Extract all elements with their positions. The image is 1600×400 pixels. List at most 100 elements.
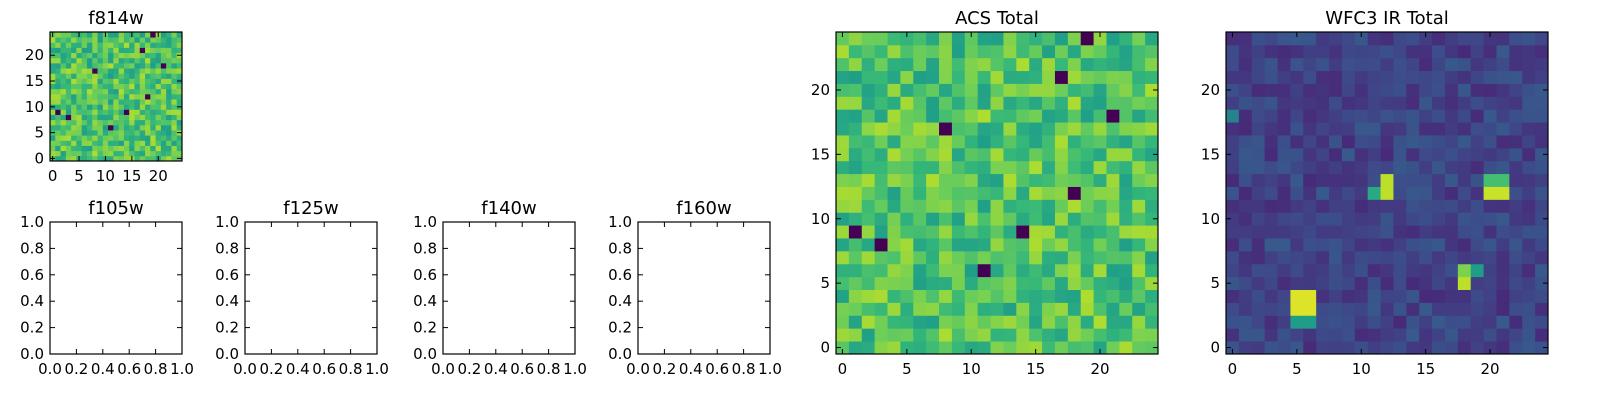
heatmap-cell [60, 119, 67, 126]
heatmap-cell [1509, 173, 1523, 187]
heatmap-cell [1483, 186, 1497, 200]
heatmap-cell [76, 73, 83, 79]
heatmap-cell [1432, 96, 1446, 110]
heatmap-cell [1145, 109, 1159, 123]
heatmap-cell [951, 289, 966, 303]
heatmap-cell [1496, 238, 1510, 252]
heatmap-cell [1457, 302, 1472, 316]
heatmap-cell [1132, 263, 1146, 278]
heatmap-cell [123, 62, 130, 69]
heatmap-cell [1316, 57, 1330, 72]
heatmap-cell [92, 130, 98, 136]
heatmap-cell [1251, 44, 1266, 59]
heatmap-cell [166, 119, 172, 126]
heatmap-cells [836, 32, 1159, 355]
heatmap-cell [55, 155, 61, 162]
y-tick-label: 5 [34, 124, 44, 142]
heatmap-cell [848, 199, 863, 213]
heatmap-cell [1341, 160, 1356, 175]
heatmap-cell [1054, 109, 1069, 123]
heatmap-cell [1093, 328, 1107, 342]
heatmap-cell [1367, 212, 1381, 226]
heatmap-cell [108, 145, 114, 152]
x-tick-label: 0.4 [286, 360, 310, 378]
heatmap-cell [1119, 44, 1133, 59]
heatmap-cell [60, 93, 67, 100]
heatmap-cell [129, 57, 135, 64]
heatmap-cell [1054, 160, 1069, 175]
heatmap-cell [1119, 173, 1133, 187]
heatmap-cell [1264, 44, 1278, 59]
heatmap-cell [951, 238, 966, 252]
heatmap-cell [1535, 57, 1549, 72]
heatmap-cell [166, 83, 172, 90]
heatmap-cell [1457, 341, 1472, 355]
heatmap-cell [145, 114, 151, 121]
heatmap-cell [964, 199, 979, 213]
heatmap-cell [71, 109, 77, 115]
heatmap-cell [1432, 135, 1446, 149]
heatmap-cell [76, 135, 83, 141]
heatmap-cell [926, 83, 940, 97]
heatmap-cell [1406, 160, 1420, 175]
heatmap-cell [1457, 83, 1472, 97]
heatmap-cell [1093, 186, 1107, 200]
heatmap-cell [1132, 57, 1146, 72]
heatmap-cell [118, 104, 125, 110]
heatmap-cell [848, 225, 863, 239]
heatmap-cell [86, 57, 93, 64]
heatmap-cell [848, 83, 863, 97]
heatmap-cell [1316, 122, 1330, 136]
heatmap-cell [76, 150, 83, 157]
heatmap-cell [139, 99, 146, 105]
heatmap-cell [1341, 186, 1356, 200]
heatmap-cell [113, 83, 120, 90]
y-tick-label: 0.6 [608, 266, 632, 284]
heatmap-cell [1406, 70, 1420, 84]
heatmap-cell [1132, 212, 1146, 226]
heatmap-cell [86, 145, 93, 152]
heatmap-cell [1277, 186, 1291, 200]
heatmap-cell [836, 315, 850, 329]
heatmap-cell [1483, 83, 1497, 97]
heatmap-cell [1003, 122, 1017, 136]
x-tick-label: 0.4 [484, 360, 508, 378]
heatmap-cell [92, 52, 98, 59]
heatmap-cell [1277, 70, 1291, 84]
heatmap-cell [134, 155, 141, 162]
heatmap-cell [76, 68, 83, 74]
heatmap-cell [1522, 135, 1536, 149]
heatmap-cell [97, 150, 104, 157]
heatmap-cell [102, 124, 109, 131]
heatmap-cell [848, 44, 863, 59]
heatmap-cell [1264, 289, 1278, 303]
x-tick-label: 10 [962, 360, 981, 378]
heatmap-cell [129, 99, 135, 105]
heatmap-cell [1406, 250, 1420, 265]
x-tick-label: 0.0 [233, 360, 257, 378]
heatmap-cell [939, 83, 953, 97]
heatmap-cell [134, 62, 141, 69]
heatmap-cell [86, 114, 93, 121]
heatmap-cell [926, 315, 940, 329]
heatmap-cell [1054, 225, 1069, 239]
heatmap-cell [1341, 199, 1356, 213]
heatmap-cell [1264, 70, 1278, 84]
heatmap-cell [65, 57, 72, 64]
heatmap-cell [1367, 302, 1381, 316]
heatmap-cell [1380, 263, 1394, 278]
heatmap-cell [1380, 315, 1394, 329]
heatmap-cell [887, 135, 901, 149]
heatmap-cell [1054, 328, 1069, 342]
heatmap-cell [1354, 212, 1369, 226]
heatmap-cell [836, 250, 850, 265]
heatmap-cell [913, 57, 927, 72]
heatmap-cell [1067, 186, 1082, 200]
heatmap-cell [1106, 147, 1120, 162]
heatmap-cell [171, 124, 178, 131]
heatmap-cell [166, 114, 172, 121]
heatmap-cell [1535, 276, 1549, 290]
heatmap-cell [1238, 160, 1253, 175]
heatmap-cell [113, 42, 120, 48]
